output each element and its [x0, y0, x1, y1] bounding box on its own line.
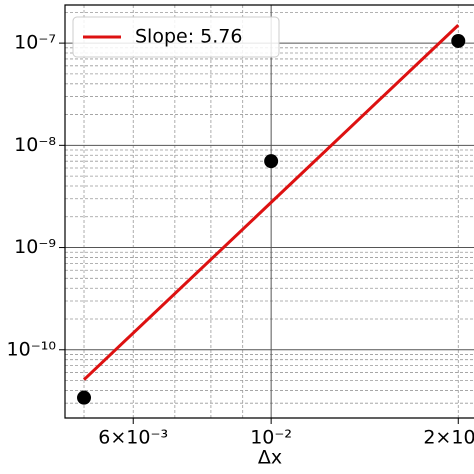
x-tick-label: 10⁻² — [250, 427, 292, 449]
data-point — [451, 33, 466, 48]
legend-label: Slope: 5.76 — [135, 26, 242, 48]
x-tick-label: 2×10⁻² — [423, 427, 474, 449]
legend-box — [72, 16, 280, 58]
y-tick-label: 10⁻⁹ — [14, 236, 56, 258]
y-tick-label: 10⁻⁷ — [14, 32, 56, 54]
y-tick-label: 10⁻⁸ — [14, 134, 56, 156]
axes-frame — [64, 4, 474, 419]
x-tick-label: 6×10⁻³ — [98, 427, 168, 449]
fit-line — [82, 24, 460, 381]
x-axis-label: Δx — [258, 447, 282, 469]
y-tick-label: 10⁻¹⁰ — [7, 338, 56, 360]
data-point — [264, 154, 279, 169]
data-point — [77, 390, 92, 405]
